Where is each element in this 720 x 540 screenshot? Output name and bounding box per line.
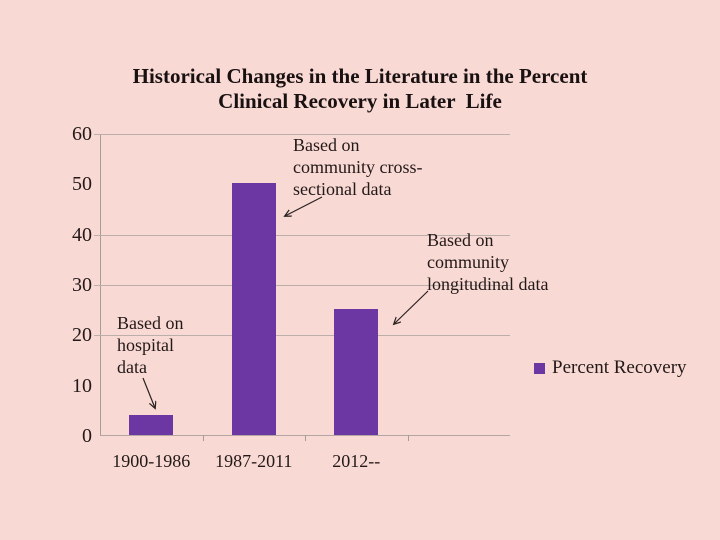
x-category-label-1900-1986: 1900-1986	[112, 451, 191, 471]
y-tick-label-30: 30	[72, 274, 92, 296]
x-axis-tick	[407, 435, 409, 441]
gridline-40	[94, 234, 510, 236]
y-tick-label-50: 50	[72, 173, 92, 196]
annotation-community-longitudinal: Based on community longitudinal data	[427, 230, 549, 294]
gridline-20	[94, 335, 510, 337]
y-tick-label-20: 20	[72, 324, 92, 347]
legend-swatch	[534, 362, 545, 374]
bar-1987-2011	[231, 183, 276, 435]
x-axis-tick	[305, 435, 306, 441]
bar-1900-1986	[129, 414, 174, 435]
y-tick-label-40: 40	[72, 223, 92, 246]
plot-area: 0 10 20 30 40 50 60 1900-1986 1987-2011 2012--	[72, 123, 510, 471]
gridline-30	[94, 285, 510, 286]
gridline-60	[94, 134, 510, 135]
chart-title: Historical Changes in the Literature in …	[132, 64, 588, 113]
y-tick-label-60: 60	[72, 123, 92, 145]
y-tick-label-10: 10	[72, 374, 92, 397]
bar-2012--	[334, 309, 379, 435]
annotation-community-cross-sectional: Based on community cross- sectional data	[293, 135, 423, 199]
annotation-hospital-data: Based on hospital data	[117, 313, 184, 377]
y-tick-label-0: 0	[82, 425, 92, 447]
x-category-label-1987-2011: 1987-2011	[215, 451, 293, 471]
x-axis-tick	[202, 435, 204, 441]
x-category-label-2012--: 2012--	[332, 451, 381, 471]
legend: Percent Recovery	[534, 357, 687, 379]
legend-label: Percent Recovery	[552, 357, 687, 378]
